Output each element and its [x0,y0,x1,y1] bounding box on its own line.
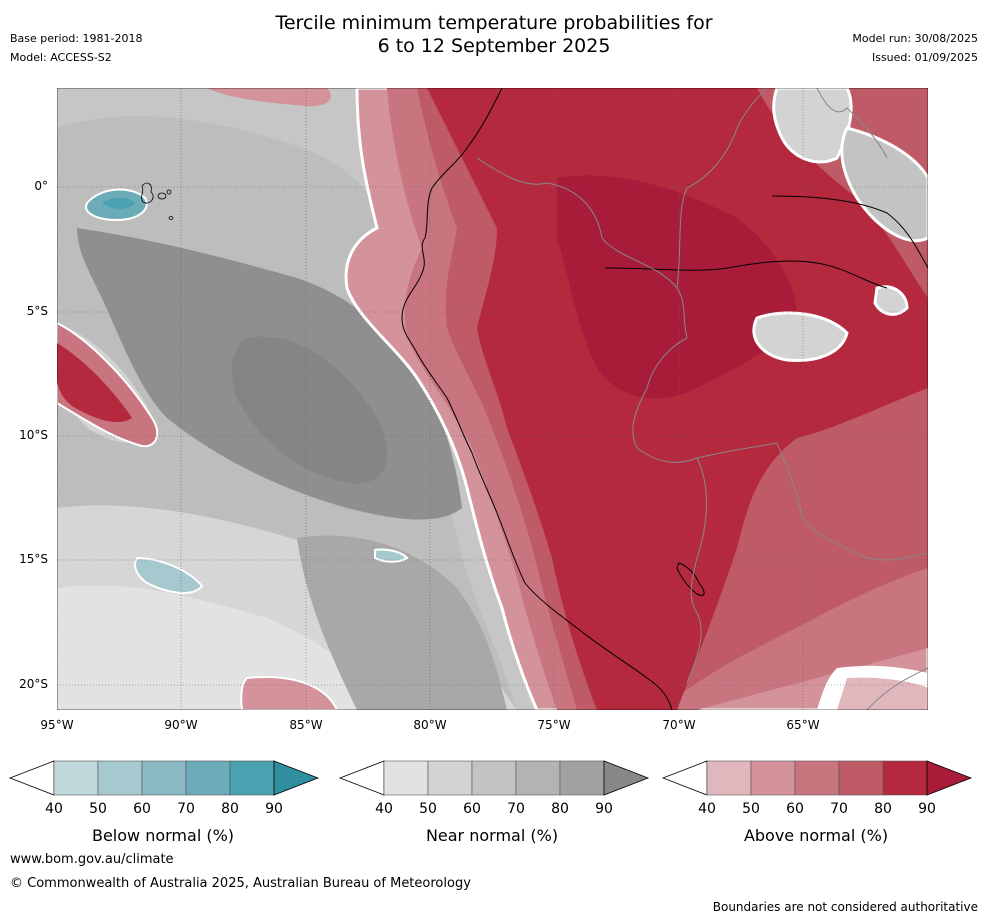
above-normal-core-west [57,343,132,423]
near-normal-patch-central [752,311,849,363]
legend-title-above-normal: Above normal (%) [743,826,889,845]
legend-tick-label: 80 [221,801,239,817]
legend-swatch [706,760,752,796]
legend-tick-label: 40 [375,801,393,817]
legend-tick-label: 80 [551,801,569,817]
legend-tick-label: 80 [874,801,892,817]
model-label: Model: ACCESS-S2 [10,51,112,64]
lat-label-15s: 15°S [19,552,48,566]
legend-colorbars [8,760,973,796]
legend-tick-label: 70 [507,801,525,817]
legend-swatch [471,760,517,796]
model-run-label: Model run: 30/08/2025 [852,32,978,45]
footer-copyright: © Commonwealth of Australia 2025, Austra… [10,876,471,891]
footer-disclaimer: Boundaries are not considered authoritat… [712,900,978,914]
lon-label-85w: 85°W [289,718,323,732]
legend-tick-label: 50 [419,801,437,817]
legend-title-near-normal: Near normal (%) [425,826,559,845]
legend-near-normal-bar [338,760,650,796]
lake-titicaca [676,562,705,596]
lat-label-5s: 5°S [26,304,48,318]
legend-above-normal-bar [661,760,973,796]
legend-extend-high [926,760,973,796]
above-normal-40-southeast [837,677,928,710]
lon-label-65w: 65°W [786,718,820,732]
legend-swatch [383,760,429,796]
ocean-darkest-core [231,336,387,484]
legend-tick-label: 90 [265,801,283,817]
map-graticule [57,88,928,710]
page-title: Tercile minimum temperature probabilitie… [0,12,988,58]
legend-swatch [559,760,605,796]
issued-label: Issued: 01/09/2025 [871,51,978,64]
legend-title-below-normal: Below normal (%) [91,826,235,845]
legend-swatch [794,760,840,796]
above-normal-patch-north [207,88,331,107]
near-normal-patch-north [772,88,853,164]
legend-extend-low [338,760,385,796]
legend-extend-high [273,760,320,796]
legend-swatch [53,760,99,796]
legend-swatch [141,760,187,796]
legend-tick-label: 60 [463,801,481,817]
near-normal-patch-northeast [840,126,928,243]
lat-label-0: 0° [34,179,48,193]
base-period-label: Base period: 1981-2018 [10,32,143,45]
galapagos-islands [141,182,174,220]
legend-extend-high [603,760,650,796]
below-normal-core-galapagos [102,197,135,210]
legend-tick-label: 60 [133,801,151,817]
legend-swatch [427,760,473,796]
legend-tick-label: 50 [742,801,760,817]
coastline [401,88,673,710]
legend-tick-label: 70 [830,801,848,817]
legend-tick-label: 40 [698,801,716,817]
title-line-2: 6 to 12 September 2025 [377,35,611,57]
legend-swatch [229,760,275,796]
lat-label-20s: 20°S [19,677,48,691]
title-line-1: Tercile minimum temperature probabilitie… [275,12,713,34]
lat-label-10s: 10°S [19,428,48,442]
legend-swatch [97,760,143,796]
probability-map [57,88,928,710]
legend-extend-low [8,760,55,796]
country-borders [476,88,928,710]
footer-url[interactable]: www.bom.gov.au/climate [10,852,174,867]
legend-tick-label: 90 [918,801,936,817]
legend-extend-low [661,760,708,796]
lon-label-80w: 80°W [413,718,447,732]
legend-swatch [750,760,796,796]
below-normal-patch-south [134,556,204,594]
legend-swatch [838,760,884,796]
legend-tick-label: 50 [89,801,107,817]
legend-tick-label: 90 [595,801,613,817]
legend-tick-label: 70 [177,801,195,817]
legend-swatch [185,760,231,796]
legend-tick-label: 60 [786,801,804,817]
legend-swatch [882,760,928,796]
ocean-mid-grey-south [297,535,507,710]
legend-tick-label: 40 [45,801,63,817]
amazon-river [604,195,928,289]
near-normal-patch-small [873,285,909,316]
lon-label-90w: 90°W [164,718,198,732]
lon-label-95w: 95°W [40,718,74,732]
lon-label-70w: 70°W [662,718,696,732]
lon-label-75w: 75°W [537,718,571,732]
above-normal-80 [427,88,928,710]
legend-below-normal-bar [8,760,320,796]
ocean-lightest-south [57,585,387,710]
legend-swatch [515,760,561,796]
